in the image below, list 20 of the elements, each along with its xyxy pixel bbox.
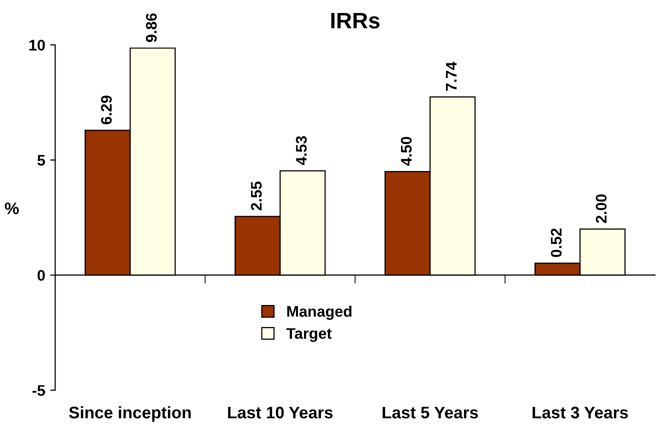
legend-label: Managed [287,306,352,320]
x-tick-label: Last 10 Years [228,406,333,418]
data-label: 6.29 [100,96,112,124]
legend-label: Target [286,328,332,342]
y-tick-label: 10 [29,40,45,51]
y-tick-label: 5 [37,155,46,166]
x-tick-label: Last 5 Years [382,406,478,418]
data-label: 2.00 [596,194,607,223]
y-axis-title: % [4,202,19,214]
data-label: 9.86 [146,13,157,42]
chart-title: IRRs [331,12,380,28]
data-label: 0.52 [550,228,562,257]
x-tick-label: Since inception [69,406,191,422]
data-label: 7.74 [446,62,457,91]
data-label: 4.53 [296,136,307,166]
y-tick-label: -5 [32,385,46,396]
data-label: 4.50 [400,136,412,166]
data-label: 2.55 [250,182,262,210]
y-tick-label: 0 [38,270,45,281]
x-tick-label: Last 3 Years [532,406,628,418]
